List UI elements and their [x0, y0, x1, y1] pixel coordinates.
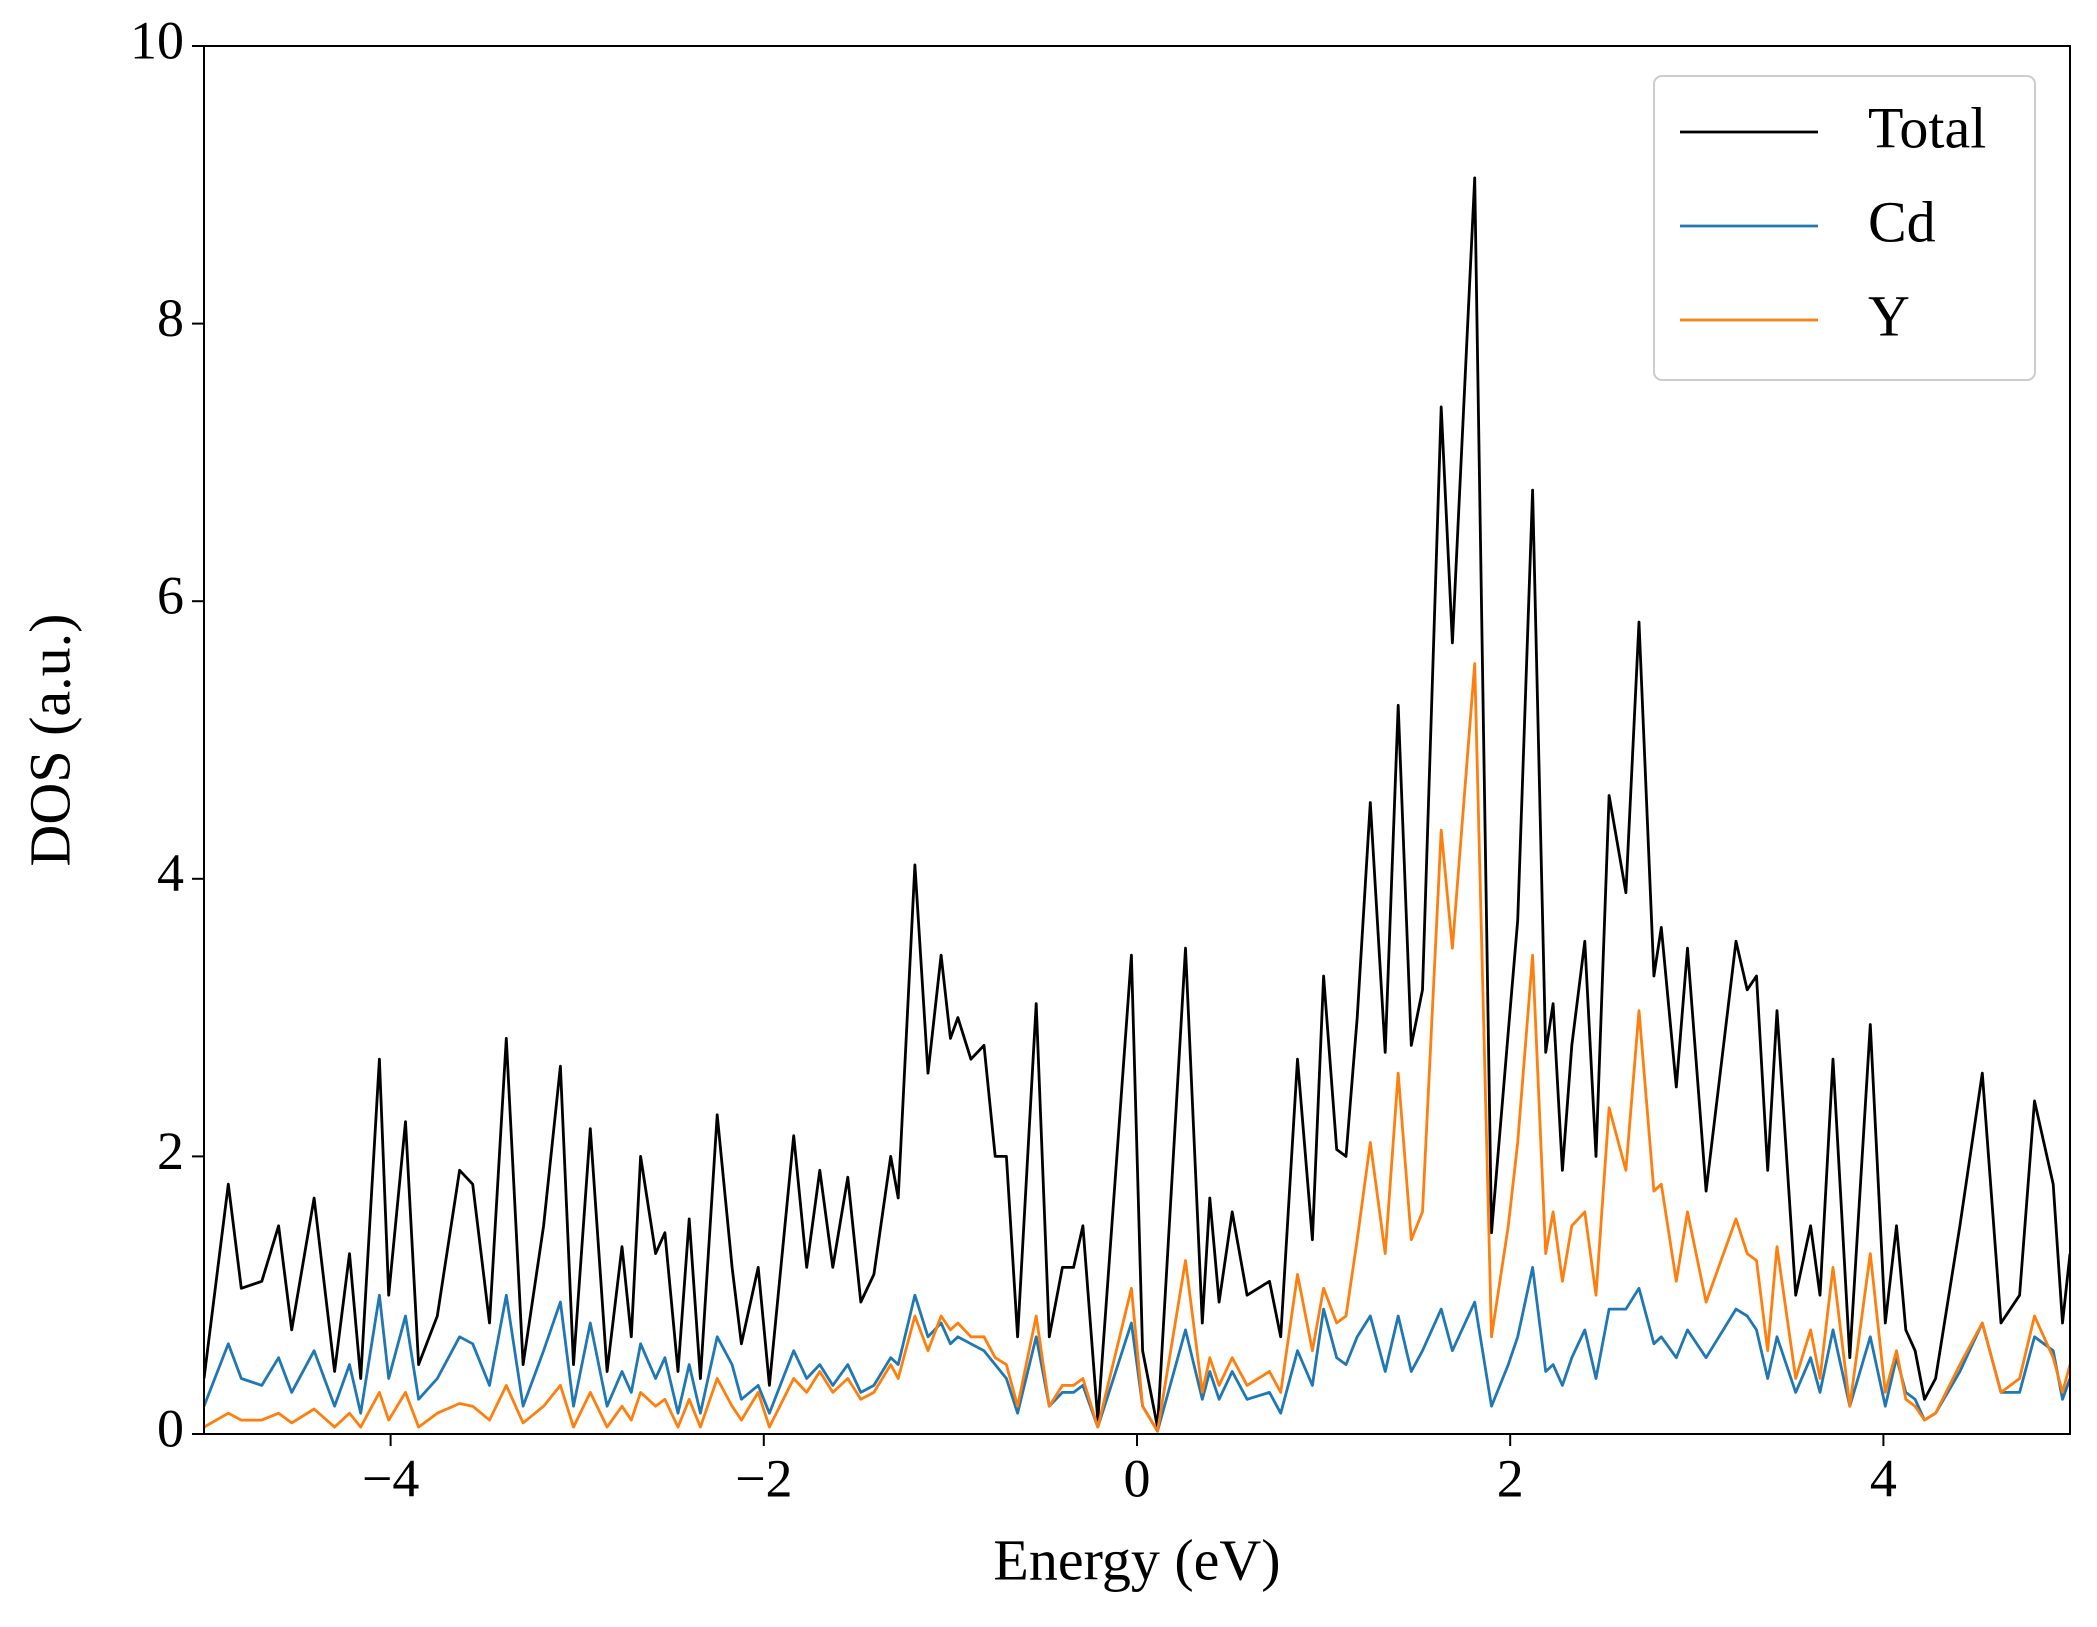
y-tick-label: 2: [157, 1121, 184, 1181]
series-line: [204, 662, 2070, 1433]
plot-frame: [203, 45, 2071, 1435]
y-tick-label: 8: [157, 288, 184, 348]
x-tick-label: 4: [1870, 1448, 1897, 1508]
x-axis-label: Energy (eV): [993, 1527, 1280, 1592]
x-tick-label: 2: [1497, 1448, 1524, 1508]
legend-label: Total: [1868, 95, 1986, 160]
legend-label: Cd: [1868, 189, 1936, 254]
y-tick-label: 4: [157, 843, 184, 903]
legend-box: [1653, 75, 2036, 381]
y-tick-label: 6: [157, 566, 184, 626]
y-tick-label: 10: [130, 10, 184, 70]
legend-label: Y: [1868, 283, 1910, 348]
y-axis-label: DOS (a.u.): [17, 614, 82, 867]
x-tick-label: 0: [1124, 1448, 1151, 1508]
x-tick-label: −2: [735, 1448, 792, 1508]
y-tick-label: 0: [157, 1398, 184, 1458]
x-tick-label: −4: [362, 1448, 419, 1508]
